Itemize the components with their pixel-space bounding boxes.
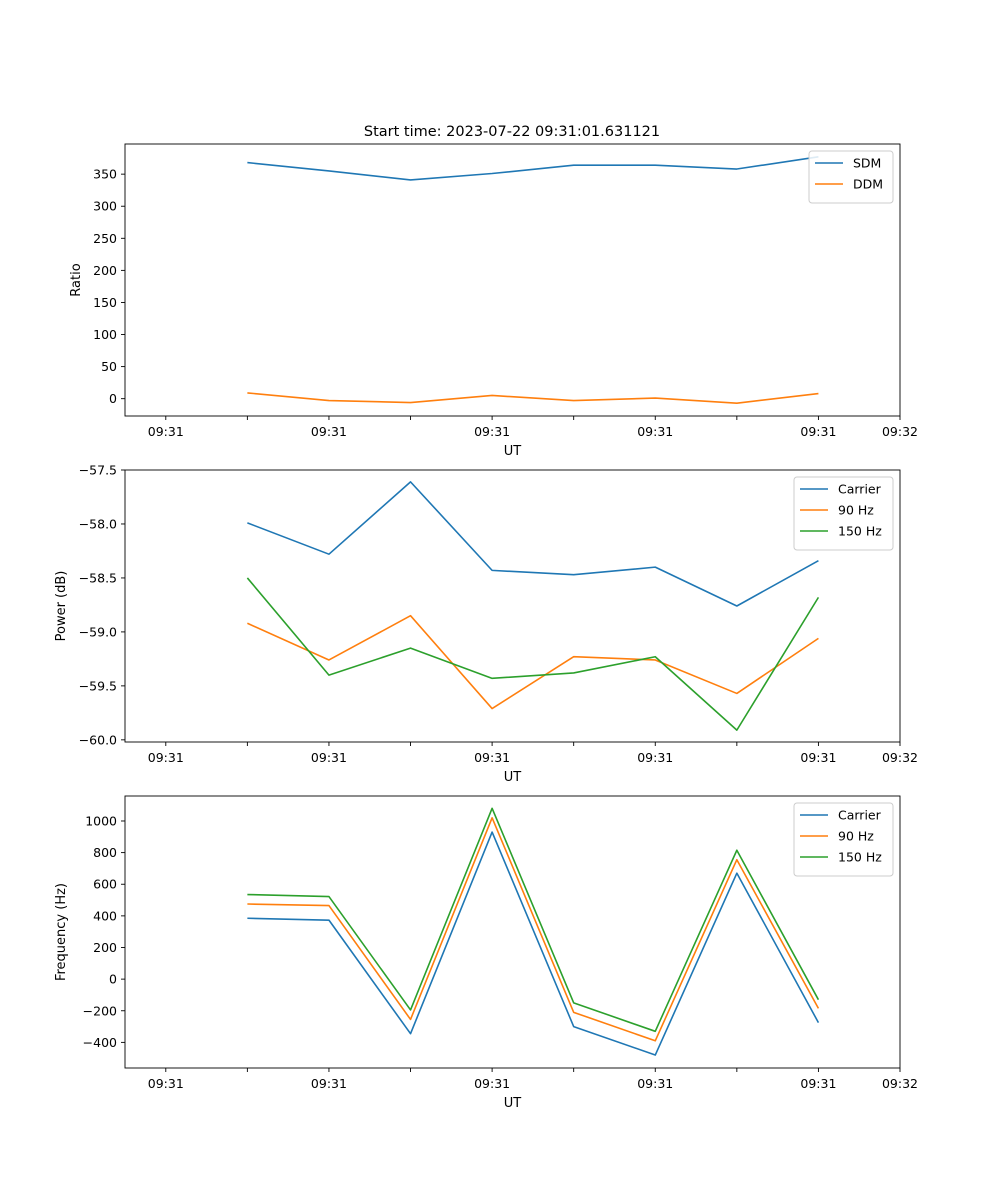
frequency-y-tick-label: −400 (83, 1035, 117, 1050)
frequency-x-tick-label: 09:31 (474, 1076, 510, 1091)
ratio-panel: 09:31 09:31 09:31 09:31 09:31 09:32 0 50 100 150 2… (69, 143, 918, 459)
frequency-y-axis-label: Frequency (Hz) (54, 883, 69, 981)
frequency-legend-label-carrier: Carrier (838, 808, 882, 823)
power-x-tick-label: 09:31 (637, 750, 673, 765)
power-x-tick-label: 09:31 (474, 750, 510, 765)
frequency-y-tick-label: 1000 (85, 813, 117, 828)
frequency-y-tick-label: 0 (109, 972, 117, 987)
power-y-tick-label: −59.5 (79, 678, 117, 693)
frequency-x-axis-label: UT (504, 1096, 522, 1111)
ratio-y-axis-label: Ratio (69, 263, 84, 296)
ratio-y-tick-label: 200 (93, 263, 117, 278)
power-y-tick-label: −57.5 (79, 463, 117, 478)
frequency-y-tick-label: −200 (83, 1003, 117, 1018)
ratio-y-tick-label: 100 (93, 327, 117, 342)
ratio-x-axis-label: UT (504, 444, 522, 459)
frequency-y-tick-label: 400 (93, 908, 117, 923)
frequency-y-tick-label: 600 (93, 877, 117, 892)
frequency-x-tick-label: 09:31 (311, 1076, 347, 1091)
power-x-tick-label: 09:32 (882, 750, 918, 765)
frequency-y-tick-label: 800 (93, 845, 117, 860)
ratio-x-tick-label: 09:31 (800, 424, 836, 439)
ratio-x-tick-label: 09:31 (474, 424, 510, 439)
ratio-x-tick-label: 09:32 (882, 424, 918, 439)
figure-title: Start time: 2023-07-22 09:31:01.631121 (364, 124, 660, 140)
power-legend-label-150-hz: 150 Hz (838, 524, 882, 539)
power-series-line-150-hz (246, 577, 820, 731)
frequency-legend-label-150-hz: 150 Hz (838, 850, 882, 865)
power-y-axis-label: Power (dB) (54, 571, 69, 642)
power-legend-label-90-hz: 90 Hz (838, 503, 874, 518)
power-y-tick-label: −60.0 (79, 732, 117, 747)
power-legend-label-carrier: Carrier (838, 482, 882, 497)
ratio-legend (808, 150, 894, 204)
frequency-series-line-150-hz (247, 807, 820, 1033)
frequency-legend-label-90-hz: 90 Hz (838, 829, 874, 844)
frequency-x-tick-label: 09:31 (800, 1076, 836, 1091)
ratio-series-line-sdm (247, 156, 819, 181)
ratio-y-tick-label: 250 (93, 231, 117, 246)
frequency-series-line-90-hz (247, 817, 820, 1042)
ratio-x-tick-label: 09:31 (311, 424, 347, 439)
ratio-legend-label-ddm: DDM (853, 177, 883, 192)
ratio-y-tick-label: 50 (101, 359, 117, 374)
frequency-x-tick-label: 09:31 (148, 1076, 184, 1091)
power-x-tick-label: 09:31 (800, 750, 836, 765)
frequency-x-tick-label: 09:32 (882, 1076, 918, 1091)
ratio-axes-frame (124, 143, 901, 417)
frequency-series-line-carrier (247, 831, 820, 1056)
power-x-tick-label: 09:31 (148, 750, 184, 765)
ratio-y-tick-label: 150 (93, 295, 117, 310)
ratio-y-tick-label: 350 (93, 167, 117, 182)
ratio-y-tick-label: 300 (93, 199, 117, 214)
power-axes-frame (124, 469, 901, 743)
ratio-legend-label-sdm: SDM (853, 156, 881, 171)
frequency-y-tick-label: 200 (93, 940, 117, 955)
frequency-x-tick-label: 09:31 (637, 1076, 673, 1091)
power-y-tick-label: −58.0 (79, 516, 117, 531)
ratio-y-tick-label: 0 (109, 391, 117, 406)
power-x-tick-label: 09:31 (311, 750, 347, 765)
frequency-panel: 09:31 09:31 09:31 09:31 09:31 09:32 −400 −200 0 2… (54, 795, 918, 1111)
power-series-line-carrier (247, 481, 819, 607)
power-series-line-90-hz (247, 614, 819, 710)
power-y-tick-label: −58.5 (79, 570, 117, 585)
power-panel: 09:31 09:31 09:31 09:31 09:31 09:32 −57.5 −58.0… (54, 463, 918, 786)
ratio-series-line-ddm (247, 392, 819, 404)
frequency-axes-frame (124, 795, 901, 1069)
ratio-x-tick-label: 09:31 (148, 424, 184, 439)
ratio-x-tick-label: 09:31 (637, 424, 673, 439)
power-y-tick-label: −59.0 (79, 624, 117, 639)
power-x-axis-label: UT (504, 770, 522, 785)
